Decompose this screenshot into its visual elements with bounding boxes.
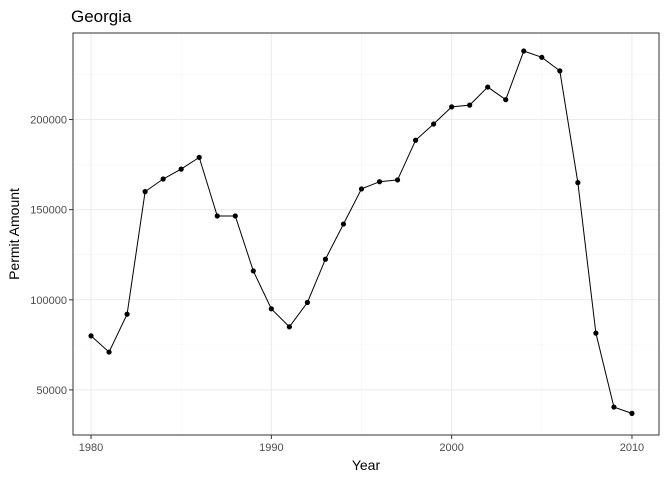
data-point bbox=[593, 330, 599, 336]
y-tick-label: 50000 bbox=[36, 385, 67, 397]
data-point bbox=[431, 121, 437, 127]
data-point bbox=[214, 213, 220, 219]
data-point bbox=[412, 137, 419, 143]
data-point bbox=[88, 333, 94, 339]
data-point bbox=[376, 179, 383, 185]
data-point bbox=[485, 84, 491, 90]
data-point bbox=[503, 97, 509, 103]
axis-ticks: 1980 1990 2000 2010 50000 100000 150000 200000 bbox=[30, 115, 644, 454]
data-point bbox=[322, 256, 329, 262]
data-point bbox=[449, 104, 455, 110]
data-point bbox=[539, 54, 545, 60]
data-point bbox=[467, 102, 473, 108]
x-tick-label: 2000 bbox=[439, 442, 463, 454]
data-point bbox=[286, 324, 292, 330]
x-tick-label: 1990 bbox=[259, 442, 283, 454]
data-point bbox=[178, 166, 184, 172]
y-tick-label: 200000 bbox=[30, 115, 67, 127]
y-tick-label: 150000 bbox=[30, 205, 67, 217]
data-point bbox=[124, 311, 130, 317]
data-point bbox=[304, 299, 310, 306]
data-point bbox=[358, 186, 365, 192]
y-axis-title: Permit Amount bbox=[6, 188, 22, 280]
grid-lines bbox=[73, 33, 659, 436]
chart-title: Georgia bbox=[71, 7, 132, 26]
data-point bbox=[575, 180, 581, 186]
data-point bbox=[196, 154, 202, 160]
data-point bbox=[160, 176, 166, 182]
data-point bbox=[268, 306, 274, 312]
data-point bbox=[394, 177, 401, 183]
data-point bbox=[611, 404, 617, 410]
data-point bbox=[106, 349, 112, 355]
data-point bbox=[340, 221, 347, 227]
x-tick-label: 2010 bbox=[620, 442, 644, 454]
data-point bbox=[557, 68, 563, 74]
data-point bbox=[250, 268, 256, 274]
y-tick-label: 100000 bbox=[30, 295, 67, 307]
data-point bbox=[521, 48, 527, 54]
x-tick-label: 1980 bbox=[79, 442, 103, 454]
data-point bbox=[142, 189, 148, 195]
plot-panel-border bbox=[72, 32, 660, 436]
data-point bbox=[232, 213, 238, 219]
data-series bbox=[88, 48, 635, 416]
data-point bbox=[629, 410, 635, 416]
x-axis-title: Year bbox=[352, 457, 381, 473]
